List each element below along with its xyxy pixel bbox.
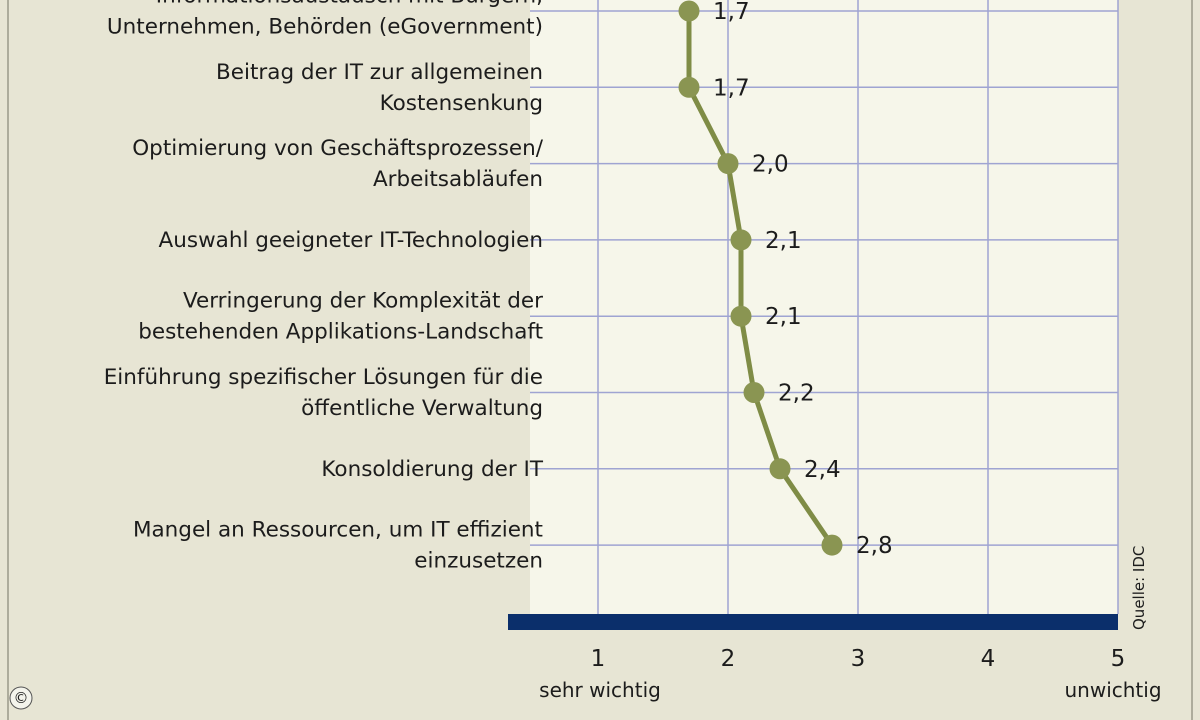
data-point bbox=[717, 153, 739, 175]
plot-area bbox=[530, 0, 1118, 614]
category-label: Informationsaustausch mit Bürgern,Untern… bbox=[107, 0, 543, 40]
data-point bbox=[769, 458, 791, 480]
data-value-labels: 1,7 1,7 2,0 2,1 2,1 2,2 2,4 2,8 bbox=[713, 0, 893, 559]
x-tick-labels: 1 2 3 4 5 bbox=[591, 646, 1126, 672]
x-tick-label: 1 bbox=[591, 646, 606, 672]
data-value-label: 2,1 bbox=[765, 304, 802, 330]
category-label: Konsoldierung der IT bbox=[321, 457, 543, 482]
data-point bbox=[730, 229, 752, 251]
data-value-label: 2,4 bbox=[804, 457, 841, 483]
category-label: Optimierung von Geschäftsprozessen/Arbei… bbox=[132, 136, 544, 192]
data-point bbox=[678, 76, 700, 98]
outer-frame-line bbox=[7, 0, 1193, 720]
data-value-label: 2,1 bbox=[765, 228, 802, 254]
data-point bbox=[821, 534, 843, 556]
category-label: Mangel an Ressourcen, um IT effizient ein… bbox=[133, 518, 543, 574]
x-low-label: sehr wichtig bbox=[539, 678, 661, 702]
data-point bbox=[730, 305, 752, 327]
category-label: Auswahl geeigneter IT-Technologien bbox=[159, 228, 543, 253]
x-tick-label: 4 bbox=[981, 646, 996, 672]
category-label: Beitrag der IT zur allgemeinen Kostensenk… bbox=[216, 60, 543, 116]
category-label: Einführung spezifischer Lösungen für die… bbox=[104, 365, 543, 421]
source-label: Quelle: IDC bbox=[1130, 546, 1148, 630]
data-value-label: 1,7 bbox=[713, 75, 750, 101]
data-points bbox=[678, 0, 843, 556]
x-axis-bar bbox=[508, 614, 1118, 630]
data-value-label: 2,8 bbox=[856, 533, 893, 559]
x-tick-label: 2 bbox=[721, 646, 736, 672]
x-high-label: unwichtig bbox=[1064, 678, 1161, 702]
data-point bbox=[678, 0, 700, 22]
data-point bbox=[743, 382, 765, 403]
data-value-label: 2,0 bbox=[752, 152, 789, 178]
x-tick-label: 5 bbox=[1111, 646, 1126, 672]
data-value-label: 1,7 bbox=[713, 0, 750, 25]
x-tick-label: 3 bbox=[851, 646, 866, 672]
category-label: Verringerung der Komplexität der bestehen… bbox=[138, 289, 543, 345]
copyright-icon: © bbox=[14, 689, 29, 707]
category-labels: Informationsaustausch mit Bürgern,Untern… bbox=[104, 0, 544, 574]
data-value-label: 2,2 bbox=[778, 381, 815, 407]
grid-lines bbox=[530, 0, 1119, 614]
copyright-icon-circle bbox=[9, 686, 33, 710]
series-line bbox=[686, 8, 835, 548]
